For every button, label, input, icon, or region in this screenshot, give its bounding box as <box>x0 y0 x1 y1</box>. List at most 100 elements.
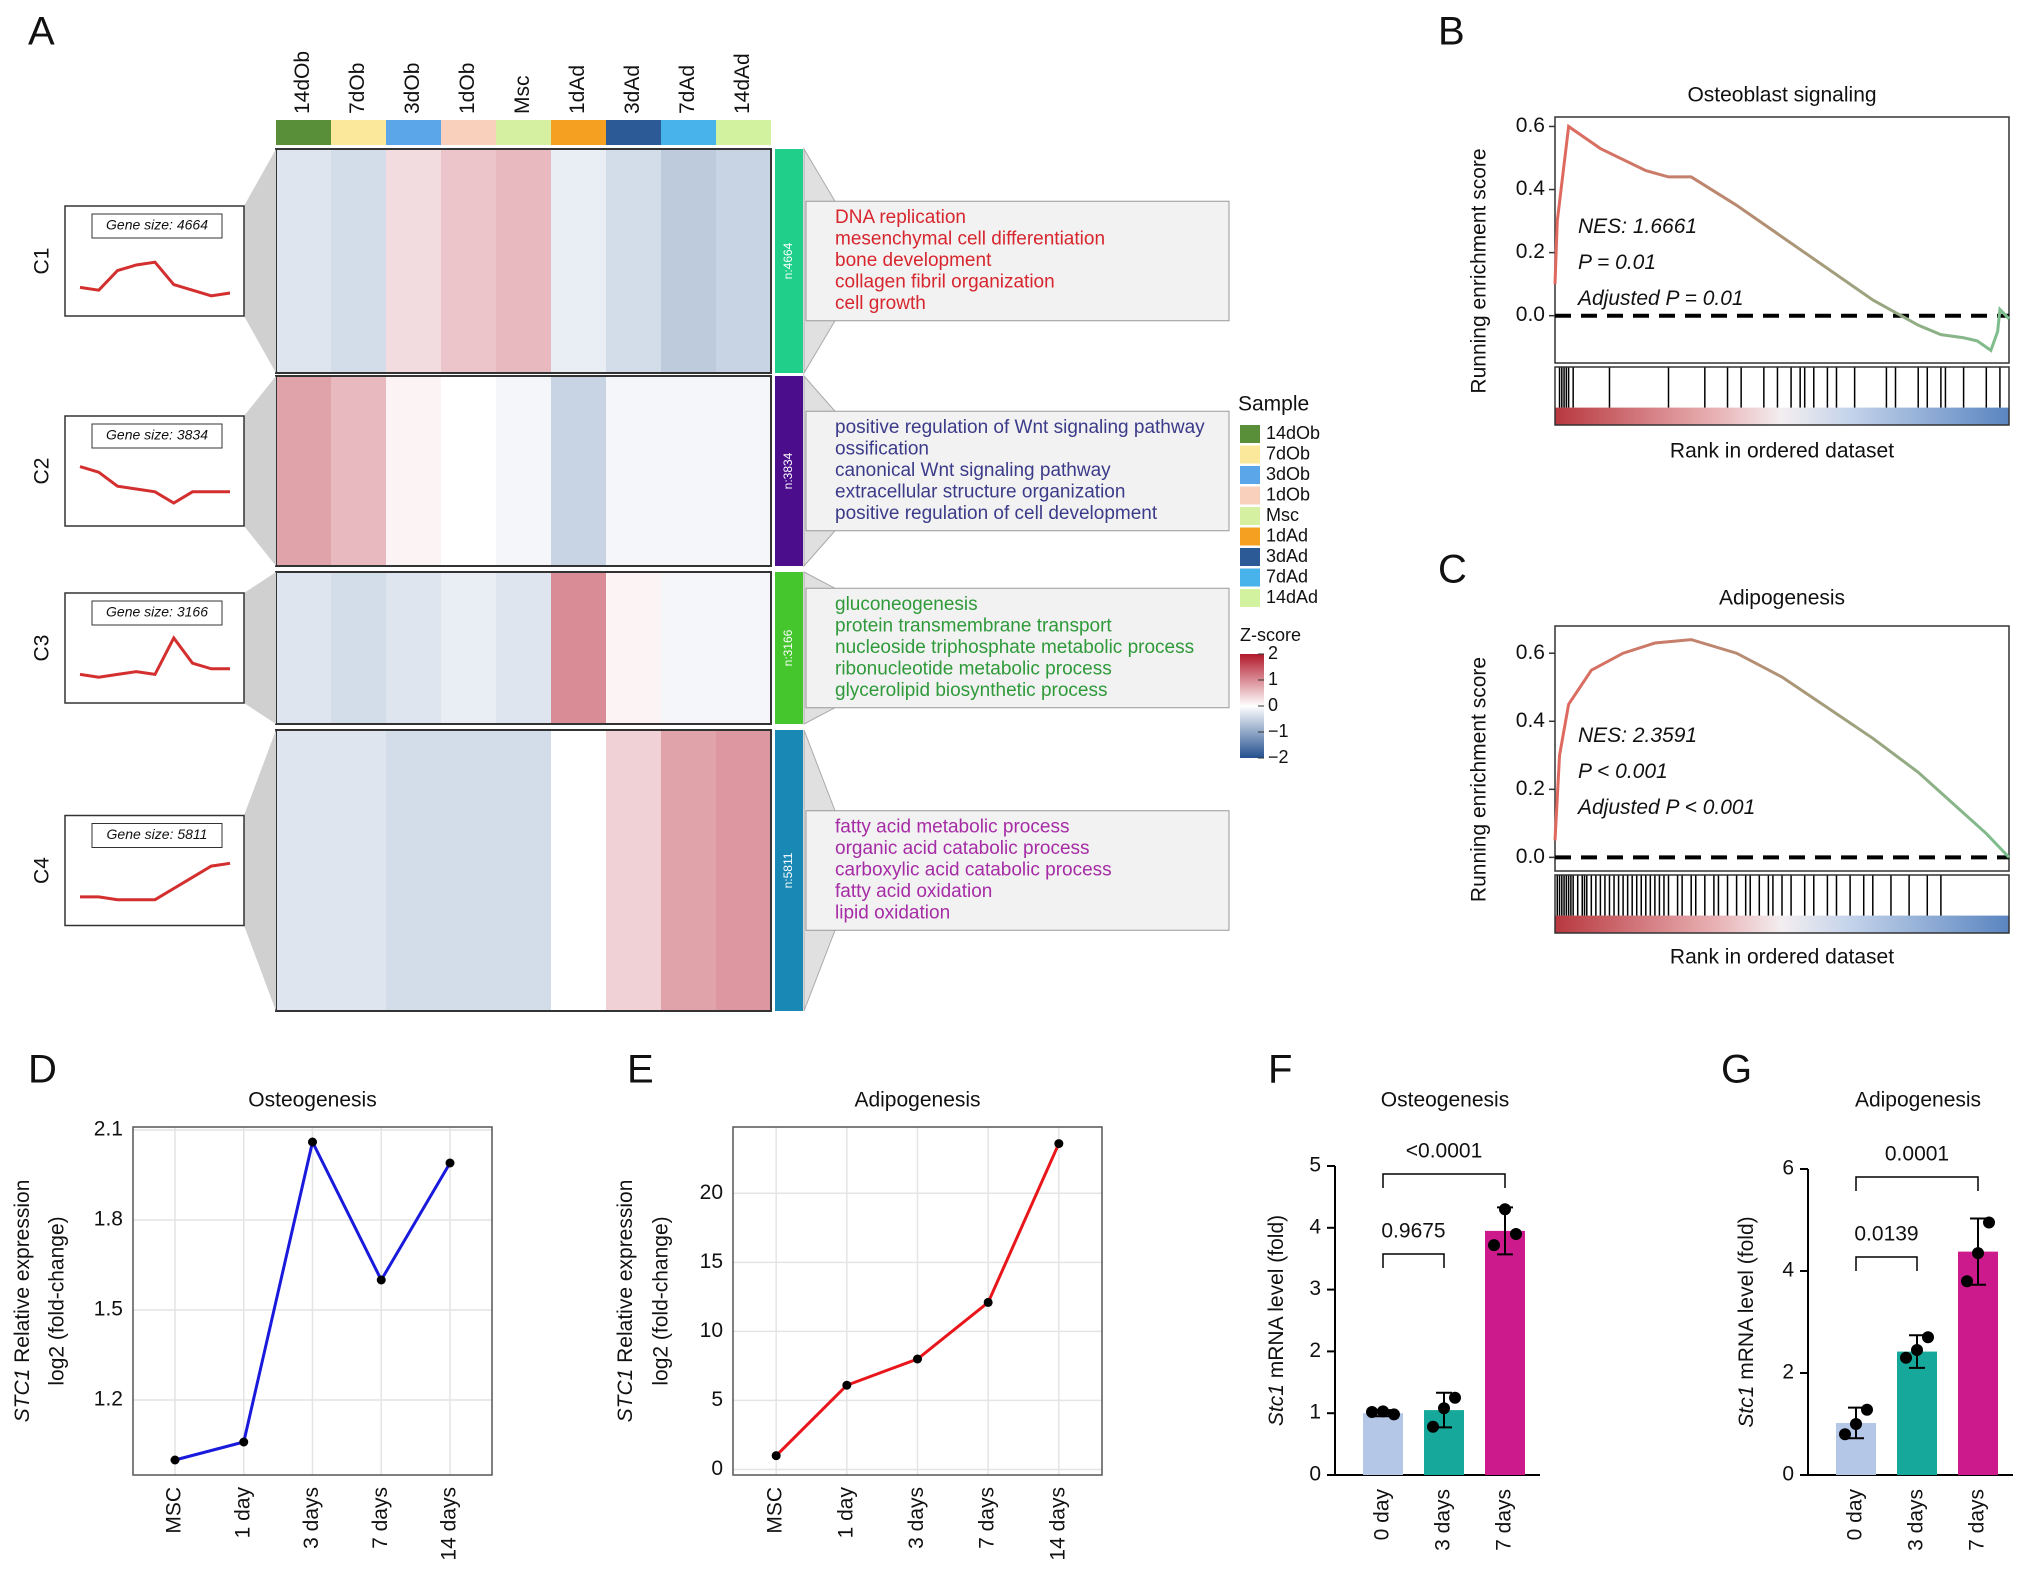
gene-size: Gene size: 5811 <box>107 826 208 842</box>
y-tick-label: 0.2 <box>1516 240 1545 263</box>
legend-label: 1dAd <box>1266 525 1308 545</box>
go-term: ossification <box>835 439 929 460</box>
y-tick-label: 1.2 <box>94 1388 123 1411</box>
heatmap-cell <box>386 572 442 724</box>
replicate-point <box>1488 1239 1500 1252</box>
x-axis-label: Rank in ordered dataset <box>1670 440 1894 463</box>
sample-label: 1dAd <box>566 65 589 114</box>
bar <box>1363 1413 1403 1475</box>
plot-frame <box>132 1126 493 1476</box>
legend-label: 14dOb <box>1266 423 1320 443</box>
sample-swatch <box>716 120 771 145</box>
y-tick-label: 0 <box>1309 1463 1321 1486</box>
x-tick-label: 14 days <box>438 1487 461 1561</box>
replicate-point <box>1499 1203 1511 1216</box>
cluster-name: C1 <box>31 248 54 275</box>
annotation: P < 0.001 <box>1578 760 1668 783</box>
go-term: nucleoside triphosphate metabolic proces… <box>835 637 1194 658</box>
panel-letter: B <box>1438 10 1465 54</box>
replicate-point <box>1961 1275 1973 1288</box>
gene-size-box <box>91 423 223 449</box>
y-axis-text: mRNA level (fold) <box>1265 1215 1288 1384</box>
x-tick-label: 3 days <box>905 1487 928 1549</box>
replicate-point <box>1850 1418 1862 1430</box>
heatmap-cell <box>496 376 552 566</box>
replicate-point <box>1388 1408 1400 1421</box>
legend-swatch <box>1240 445 1260 464</box>
replicate-point <box>1510 1227 1522 1240</box>
sample-swatch <box>276 120 331 145</box>
cluster-bar <box>775 572 803 724</box>
go-term: cell growth <box>835 293 926 314</box>
data-point <box>170 1455 180 1465</box>
legend-label: 7dAd <box>1266 566 1308 586</box>
heatmap-cell <box>716 730 772 1011</box>
heatmap-cell <box>661 376 717 566</box>
cluster-bar <box>775 730 803 1011</box>
y-tick-label: 1 <box>1309 1401 1321 1424</box>
annotation: Adjusted P < 0.001 <box>1576 796 1755 819</box>
rank-strip <box>1555 407 2009 425</box>
cluster-profile <box>79 635 230 679</box>
heatmap-cell <box>441 730 497 1011</box>
y-tick-label: 0.0 <box>1516 845 1545 868</box>
strip-frame <box>1554 874 2010 934</box>
sample-label: 3dAd <box>621 65 644 114</box>
data-point <box>239 1437 249 1447</box>
y-tick-label: 5 <box>1309 1154 1321 1177</box>
y-axis-label-2: log2 (fold-change) <box>650 1216 673 1385</box>
heatmap-cell <box>716 572 772 724</box>
gene-size: Gene size: 4664 <box>106 217 208 233</box>
go-term: fatty acid oxidation <box>835 881 992 902</box>
cluster-name: C3 <box>31 635 54 662</box>
plot-frame <box>732 1126 1103 1476</box>
annotation: NES: 2.3591 <box>1578 724 1697 747</box>
x-tick-label: 1 day <box>231 1487 254 1539</box>
cluster-profile <box>79 465 230 505</box>
sample-label: 3dOb <box>401 63 424 114</box>
heatmap-cell <box>386 376 442 566</box>
heatmap-cell <box>441 149 497 373</box>
x-tick-label: 14 days <box>1046 1487 1069 1561</box>
sample-swatch <box>496 120 551 145</box>
y-tick-label: 20 <box>700 1181 723 1204</box>
x-tick-label: 3 days <box>300 1487 323 1549</box>
y-tick-label: 0 <box>711 1457 723 1480</box>
y-tick-label: 2 <box>1782 1361 1794 1384</box>
chart-title: Osteogenesis <box>1381 1089 1509 1112</box>
y-axis-gene: STC1 <box>614 1369 637 1423</box>
heatmap-cell <box>276 376 332 566</box>
comparison-bracket <box>1382 1253 1445 1268</box>
heatmap-cell <box>661 572 717 724</box>
p-value: <0.0001 <box>1406 1140 1483 1163</box>
sample-swatch <box>331 120 386 145</box>
go-term: positive regulation of cell development <box>835 503 1158 524</box>
legend-title: Sample <box>1238 393 1309 416</box>
x-tick-label: 3 days <box>1432 1489 1455 1551</box>
cluster-size: n:5811 <box>781 852 795 888</box>
legend-swatch <box>1240 425 1260 443</box>
panel-letter: F <box>1268 1048 1292 1092</box>
heatmap-cell <box>551 572 607 724</box>
comparison-bracket <box>1382 1173 1506 1188</box>
y-axis-gene: Stc1 <box>1735 1386 1758 1428</box>
legend-label: 7dOb <box>1266 443 1310 463</box>
bar <box>1958 1251 1998 1475</box>
y-axis-label-2: log2 (fold-change) <box>46 1216 69 1385</box>
gene-size-box <box>91 823 223 848</box>
enrichment-curve <box>1553 638 2011 859</box>
chart-title: Adipogenesis <box>854 1089 980 1112</box>
go-term: positive regulation of Wnt signaling pat… <box>835 417 1205 438</box>
strip-frame <box>1554 366 2010 426</box>
heatmap-cell <box>551 376 607 566</box>
heatmap-cell <box>331 149 387 373</box>
go-term: lipid oxidation <box>835 903 950 924</box>
cluster-name: C2 <box>31 458 54 485</box>
legend-label: 1dOb <box>1266 484 1310 504</box>
x-tick-label: 0 day <box>1371 1489 1394 1541</box>
data-point <box>1054 1139 1064 1149</box>
term-box <box>805 410 1230 532</box>
sample-swatch <box>441 120 496 145</box>
sample-label: 14dAd <box>731 53 754 114</box>
